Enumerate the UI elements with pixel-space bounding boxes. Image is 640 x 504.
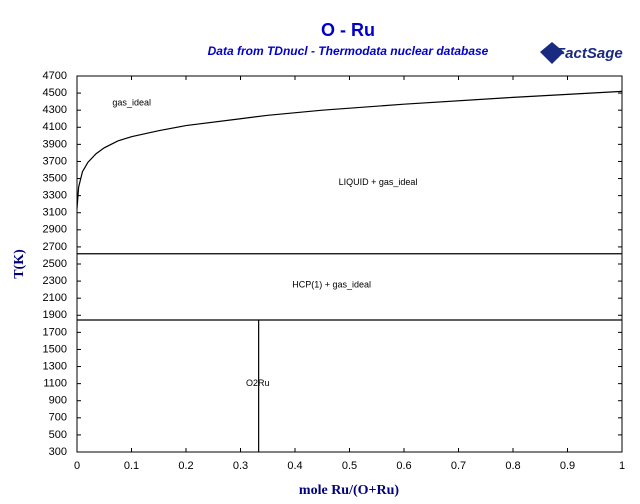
phase-boundary [76,90,623,209]
y-tick-label: 2700 [43,241,67,253]
y-tick-label: 700 [49,412,67,424]
x-tick-label: 0.6 [396,460,411,472]
y-tick-label: 4700 [43,70,67,82]
x-tick-label: 0 [74,460,80,472]
y-tick-label: 4100 [43,121,67,133]
y-tick-label: 3100 [43,207,67,219]
y-tick-label: 4500 [43,87,67,99]
x-tick-label: 0.3 [233,460,248,472]
y-tick-label: 2900 [43,224,67,236]
phase-label: LIQUID + gas_ideal [339,177,418,187]
x-tick-label: 0.5 [342,460,357,472]
y-tick-label: 2300 [43,275,67,287]
chart-subtitle: Data from TDnucl - Thermodata nuclear da… [208,44,489,58]
y-tick-label: 1300 [43,360,67,372]
x-tick-label: 0.2 [178,460,193,472]
x-tick-label: 0.7 [451,460,466,472]
x-tick-label: 0.1 [124,460,139,472]
y-tick-label: 500 [49,429,67,441]
y-tick-label: 3500 [43,172,67,184]
y-tick-label: 3300 [43,190,67,202]
y-tick-label: 900 [49,395,67,407]
y-tick-label: 1700 [43,326,67,338]
x-tick-label: 0.9 [560,460,575,472]
x-tick-label: 0.4 [287,460,302,472]
y-tick-label: 1100 [43,378,67,390]
y-tick-label: 2100 [43,292,67,304]
y-tick-label: 300 [49,446,67,458]
logo-text: FactSage [556,45,623,62]
logo: FactSage [540,42,623,64]
plot-frame [76,75,623,453]
y-tick-label: 4300 [43,104,67,116]
y-tick-label: 2500 [43,258,67,270]
x-tick-label: 1 [619,460,625,472]
x-tick-label: 0.8 [505,460,520,472]
phase-label: O2Ru [246,378,270,388]
x-axis-label: mole Ru/(O+Ru) [299,483,399,498]
phase-label: gas_ideal [112,98,151,108]
y-axis-label: T(K) [12,249,27,279]
y-tick-label: 1900 [43,309,67,321]
y-tick-label: 3700 [43,155,67,167]
chart-title: O - Ru [321,20,375,40]
y-tick-label: 3900 [43,138,67,150]
y-tick-label: 1500 [43,343,67,355]
logo-icon [540,42,564,64]
phase-label: HCP(1) + gas_ideal [292,280,371,290]
